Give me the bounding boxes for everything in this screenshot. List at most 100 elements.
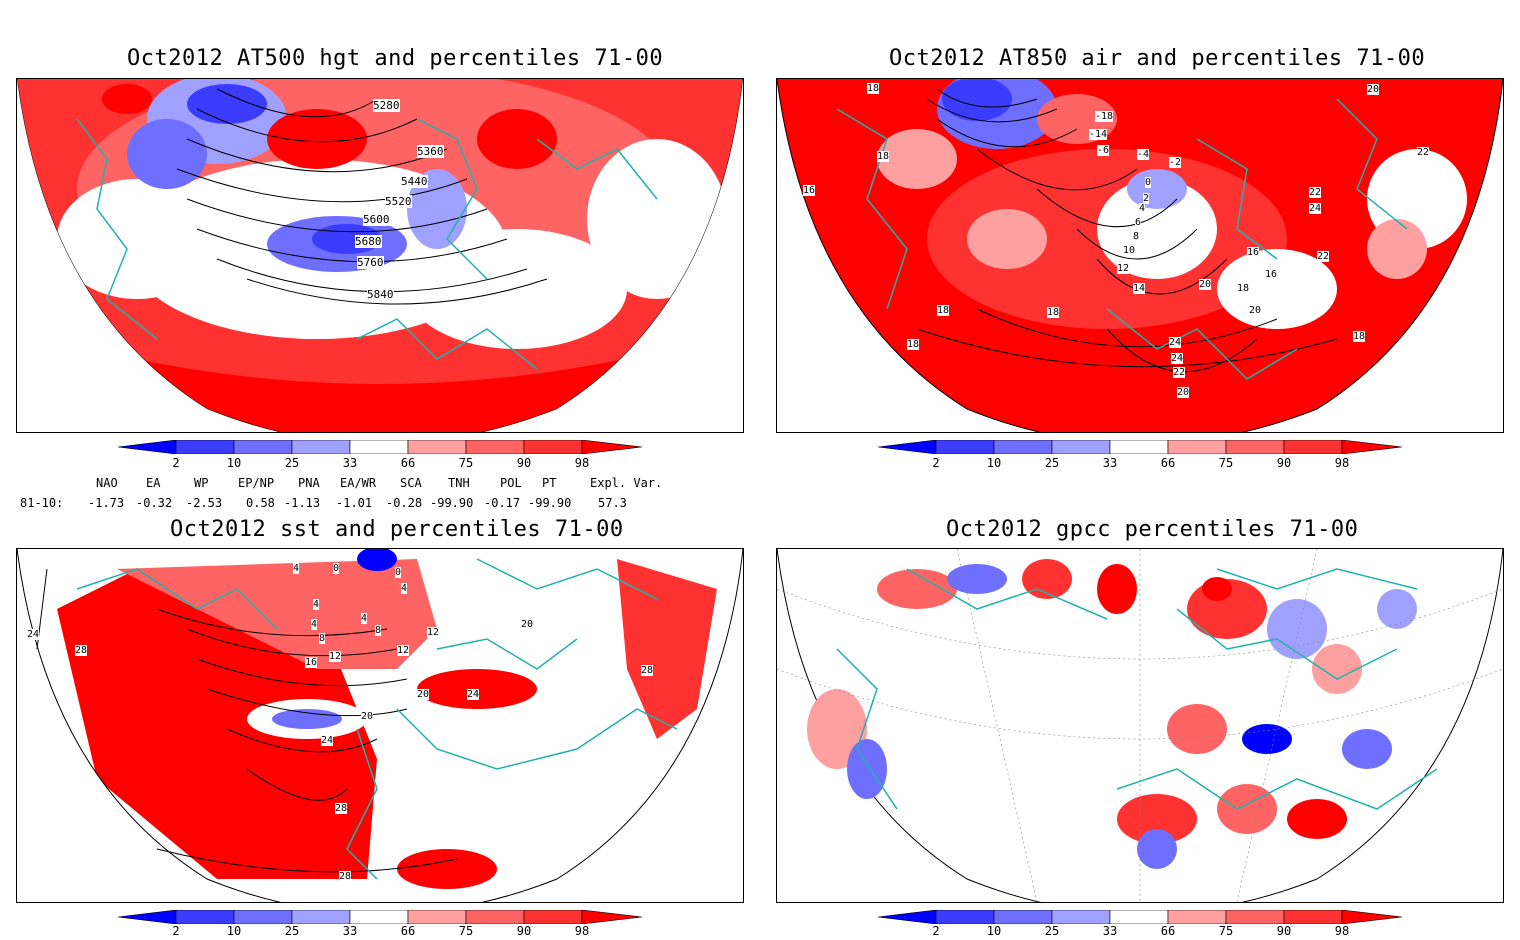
colorbar-segment	[1051, 440, 1111, 454]
contour-label: 20	[417, 689, 430, 700]
contour-label: 0	[333, 563, 340, 574]
contour-label: 12	[1117, 263, 1130, 274]
contour-label: 12	[427, 627, 440, 638]
contour-label: 24	[27, 629, 40, 640]
contour-label: 28	[641, 665, 654, 676]
contour-label: 4	[1139, 203, 1146, 214]
contour-label: 24	[467, 689, 480, 700]
index-header: PT	[542, 476, 557, 490]
index-header: Expl. Var.	[590, 476, 663, 490]
index-value: -1.13	[284, 496, 321, 510]
tick-label: 10	[226, 456, 242, 470]
contour-label: 4	[361, 613, 368, 624]
contour-label: 0	[395, 567, 402, 578]
panel-title-gpcc: Oct2012 gpcc percentiles 71-00	[946, 517, 1359, 542]
index-value: -0.28	[386, 496, 423, 510]
colorbar-segment	[465, 910, 525, 924]
contour-label: 5280	[373, 99, 400, 112]
colorbar-hgt500	[118, 440, 642, 454]
contour-label: 24	[1309, 203, 1322, 214]
colorbar-segment	[465, 440, 525, 454]
colorbar-segment	[1167, 910, 1227, 924]
contour-label: 4	[311, 619, 318, 630]
colorbar-segment	[291, 440, 351, 454]
tick-label: 25	[284, 456, 300, 470]
tick-label: 33	[1102, 924, 1118, 938]
tick-label: 10	[226, 924, 242, 938]
contour-label: 20	[1249, 305, 1262, 316]
contour-label: 20	[1199, 279, 1212, 290]
contour-label: 4	[313, 599, 320, 610]
colorbar-segment	[878, 440, 937, 454]
colorbar-segment	[118, 440, 177, 454]
colorbar-segment	[1225, 440, 1285, 454]
colorbar-segment	[523, 910, 583, 924]
contour-label: 4	[293, 563, 300, 574]
tick-label: 98	[574, 456, 590, 470]
height-contours	[176, 88, 548, 305]
colorbar-segment	[1109, 440, 1169, 454]
contour-label: 18	[1353, 331, 1366, 342]
index-value: -0.17	[484, 496, 521, 510]
colorbar-segment	[993, 440, 1053, 454]
hemisphere-rim	[17, 79, 743, 432]
colorbar-segment	[175, 440, 235, 454]
contour-label: 2	[1143, 193, 1150, 204]
index-header: NAO	[96, 476, 118, 490]
index-value: 0.58	[246, 496, 275, 510]
contour-label: 16	[803, 185, 816, 196]
contour-label: 18	[1237, 283, 1250, 294]
colorbar-segment	[993, 910, 1053, 924]
index-header: SCA	[400, 476, 422, 490]
tick-label: 25	[1044, 924, 1060, 938]
map-sst: 4 0 0 4 4 4 4 8 8 12 12 12 16 20 20 24 2…	[16, 548, 744, 903]
contour-label: 14	[1133, 283, 1146, 294]
panel-title-hgt500: Oct2012 AT500 hgt and percentiles 71-00	[127, 46, 664, 71]
colorbar-segment	[291, 910, 351, 924]
colorbar-sst	[118, 910, 642, 924]
colorbar-segment	[1225, 910, 1285, 924]
contour-label: 20	[1177, 387, 1190, 398]
panel-title-air850: Oct2012 AT850 air and percentiles 71-00	[889, 46, 1426, 71]
tick-label: 66	[400, 456, 416, 470]
contour-label: 18	[937, 305, 950, 316]
contour-label: 10	[1123, 245, 1136, 256]
tick-label: 66	[1160, 456, 1176, 470]
index-header: EP/NP	[238, 476, 275, 490]
contour-label: 5440	[401, 175, 428, 188]
contour-label: 22	[1309, 187, 1322, 198]
tick-label: 2	[172, 924, 180, 938]
contour-label: 8	[1133, 231, 1140, 242]
index-header: POL	[500, 476, 522, 490]
contour-label: 18	[867, 83, 880, 94]
contour-label: 8	[319, 633, 326, 644]
tick-label: 98	[1334, 456, 1350, 470]
contour-label: 5520	[385, 195, 412, 208]
colorbar-segment	[1167, 440, 1227, 454]
colorbar-segment	[935, 440, 995, 454]
contour-label: 16	[1247, 247, 1260, 258]
colorbar-segment	[935, 910, 995, 924]
contour-label: 4	[401, 583, 408, 594]
contour-label: 16	[305, 657, 318, 668]
tick-label: 10	[986, 456, 1002, 470]
contour-label: -6	[1097, 145, 1110, 156]
contour-label: 24	[1171, 353, 1184, 364]
contour-label: 16	[1265, 269, 1278, 280]
contour-label: 20	[521, 619, 534, 630]
colorbar-segment	[349, 910, 409, 924]
index-header: EA/WR	[340, 476, 377, 490]
index-value: -1.73	[88, 496, 125, 510]
tick-label: 75	[458, 456, 474, 470]
tick-label: 33	[342, 456, 358, 470]
tick-label: 75	[1218, 924, 1234, 938]
colorbar-segment	[1283, 910, 1343, 924]
map-gpcc	[776, 548, 1504, 903]
tick-label: 90	[516, 456, 532, 470]
contour-label: -4	[1137, 149, 1150, 160]
index-header: TNH	[448, 476, 470, 490]
colorbar-segment	[1283, 440, 1343, 454]
index-header: EA	[146, 476, 161, 490]
index-row-label: 81-10:	[20, 496, 64, 510]
colorbar-segment	[523, 440, 583, 454]
